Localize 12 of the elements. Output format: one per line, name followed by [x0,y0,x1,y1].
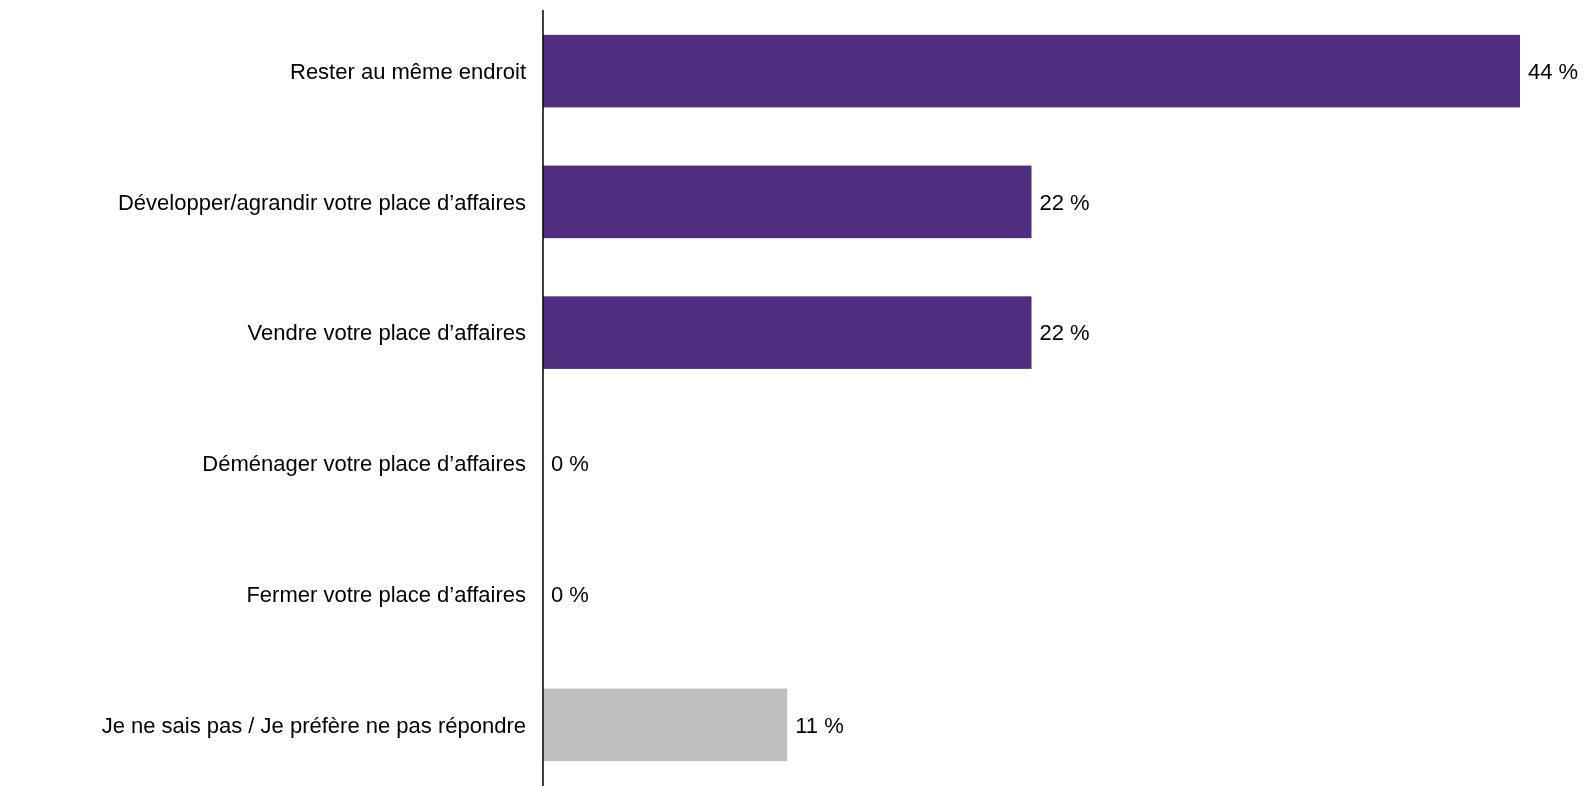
y-tick-label: Je ne sais pas / Je préfère ne pas répondre [101,712,526,738]
y-tick-label: Déménager votre place d’affaires [202,451,526,477]
data-label: 11 % [795,712,844,738]
y-tick-label: Développer/agrandir votre place d’affaires [117,189,526,215]
y-tick-label: Rester au même endroit [290,58,526,84]
data-label: 0 % [551,451,589,477]
y-tick-label: Vendre votre place d’affaires [247,320,526,346]
data-label: 22 % [1039,320,1090,346]
y-tick-label: Fermer votre place d’affaires [246,581,526,607]
data-label: 22 % [1039,189,1090,215]
data-label: 0 % [551,581,589,607]
data-label: 44 % [1528,58,1579,84]
